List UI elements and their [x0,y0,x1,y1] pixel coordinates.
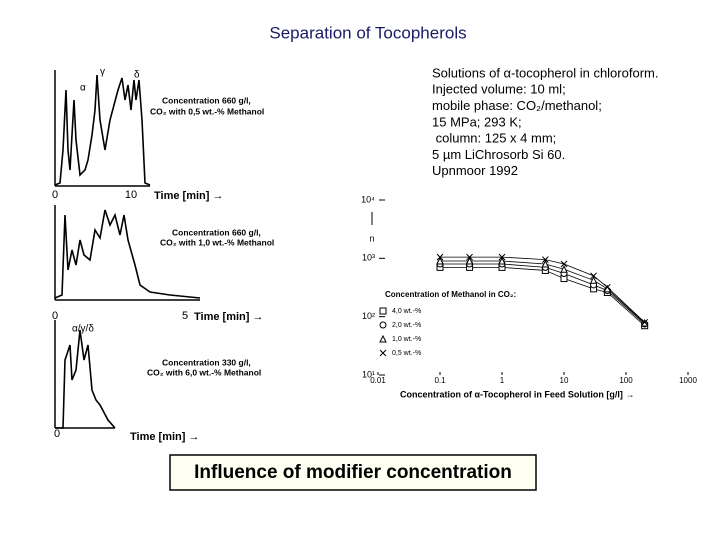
condition-line: Upnmoor 1992 [432,163,518,178]
caption-box [169,454,537,491]
legend-title: Concentration of Methanol in CO₂: [385,290,516,299]
data-point [541,259,550,268]
peak-label: γ [100,67,105,78]
peak-label: α/γ/δ [72,324,94,335]
axis-label: 0 [52,189,58,201]
chromatogram-trace [54,209,201,299]
conditions: Solutions of α-tocopherol in chloroform.… [432,65,658,178]
legend-label: 0,5 wt.-% [392,350,421,357]
data-point [641,318,649,326]
axis-label: 10 [125,189,137,201]
x-tick-label: 1 [500,376,505,385]
chromatogram-trace [54,74,151,186]
data-point [466,253,473,261]
axis-label: 0 [52,310,58,322]
data-point [436,253,444,261]
y-axis-label: n [369,233,374,243]
slide-title: Separation of Tocopherols [269,23,466,42]
condition-line: column: 125 x 4 mm; [432,131,556,146]
time-label: Time [min] → [194,311,263,323]
chromatogram-trace [55,329,116,429]
data-point [560,265,568,273]
note: CO₂ with 1,0 wt.-% Methanol [160,237,274,247]
series-line [440,260,645,324]
time-label: Time [min] → [130,431,199,443]
x-tick-label: 0.1 [434,376,446,385]
peak-label: α [80,83,86,94]
legend-marker [379,334,387,343]
x-tick-label: 1000 [679,376,697,385]
y-tick-label: 10³ [362,253,375,263]
x-tick-label: 10 [560,376,569,385]
note: CO₂ with 0,5 wt.-% Methanol [150,106,264,116]
x-axis-label: Concentration of α-Tocopherol in Feed So… [400,389,634,399]
legend-marker [379,307,387,315]
x-tick-label: 100 [619,376,633,385]
legend-label: 4,0 wt.-% [392,308,421,315]
legend-label: 2,0 wt.-% [392,322,421,329]
condition-line: Injected volume: 10 ml; [432,82,566,97]
legend-marker [379,321,387,329]
data-point [560,260,568,268]
x-tick-label: 0.01 [370,376,386,385]
data-point [436,256,444,265]
data-point [498,253,506,261]
y-tick-label: 10⁴ [361,194,375,204]
data-point [498,256,506,265]
condition-line: mobile phase: CO₂/methanol; [432,98,602,113]
note: Concentration 660 g/l, [162,95,251,105]
condition-line: 15 MPa; 293 K; [432,114,522,129]
data-point [465,256,474,265]
data-point [541,256,549,263]
log-plot: n Concentration of α-Tocopherol in Feed … [361,194,697,399]
peak-label: δ [134,70,140,81]
data-point [603,283,611,291]
condition-line: 5 µm LiChrosorb Si 60. [432,147,565,162]
axis-label: 0 [54,428,60,440]
legend-marker [379,349,387,357]
caption: Influence of modifier concentration [194,462,512,483]
data-point [590,272,597,280]
time-label: Time [min] → [154,190,223,202]
y-tick-label: 10² [362,311,375,321]
y-tick-label: 10¹ [362,369,375,379]
note: Concentration 330 g/l, [162,357,251,367]
condition-line: Solutions of α-tocopherol in chloroform. [432,65,658,80]
note: CO₂ with 6,0 wt.-% Methanol [147,367,261,377]
note: Concentration 660 g/l, [172,227,261,237]
legend-label: 1,0 wt.-% [392,336,421,343]
data-point [589,276,598,284]
axis-label: 5 [182,310,188,322]
